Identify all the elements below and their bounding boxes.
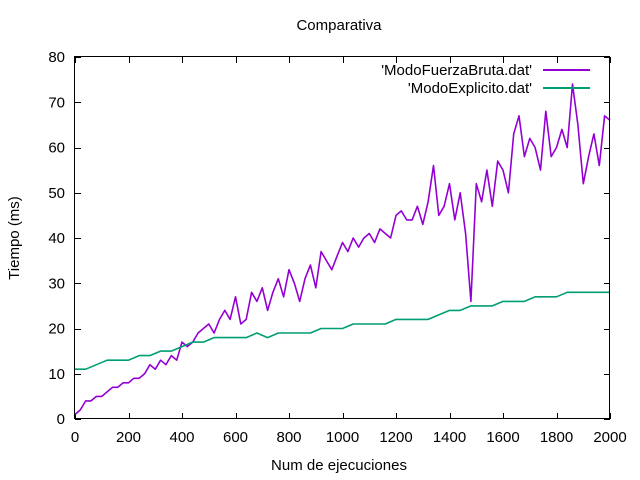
- y-tick-label: 60: [48, 140, 65, 157]
- y-tick-label: 20: [48, 321, 65, 338]
- series-line-modo-explicito: [75, 291, 610, 371]
- legend: 'ModoFuerzaBruta.dat''ModoExplicito.dat': [381, 62, 590, 97]
- x-tick-label: 1800: [540, 429, 573, 446]
- x-tick-label: 1200: [379, 429, 412, 446]
- y-tick-label: 70: [48, 94, 65, 111]
- y-tick-label: 10: [48, 366, 65, 383]
- x-tick-label: 0: [71, 429, 79, 446]
- legend-label: 'ModoFuerzaBruta.dat': [381, 62, 532, 79]
- chart-title: Comparativa: [296, 17, 382, 34]
- x-tick-label: 800: [276, 429, 301, 446]
- ticks-layer: 0 200 400 600 800 1000 1200 1400 1600 1800 2000 0 10…: [48, 49, 626, 446]
- series-layer: [74, 83, 611, 416]
- y-tick-label: 30: [48, 275, 65, 292]
- x-tick-label: 600: [223, 429, 248, 446]
- y-tick-label: 80: [48, 49, 65, 66]
- x-tick-label: 400: [169, 429, 194, 446]
- y-tick-label: 0: [57, 411, 65, 428]
- x-tick-label: 1600: [486, 429, 519, 446]
- x-tick-label: 1400: [433, 429, 466, 446]
- x-tick-label: 1000: [326, 429, 359, 446]
- legend-label: 'ModoExplicito.dat': [408, 80, 532, 97]
- x-axis-label: Num de ejecuciones: [271, 457, 407, 474]
- plot-frame: [74, 56, 610, 419]
- y-tick-label: 50: [48, 185, 65, 202]
- series-line-modo-fuerza-bruta: [74, 83, 611, 416]
- y-tick-label: 40: [48, 230, 65, 247]
- y-axis-label: Tiempo (ms): [6, 196, 23, 280]
- x-tick-label: 200: [116, 429, 141, 446]
- x-tick-label: 2000: [593, 429, 626, 446]
